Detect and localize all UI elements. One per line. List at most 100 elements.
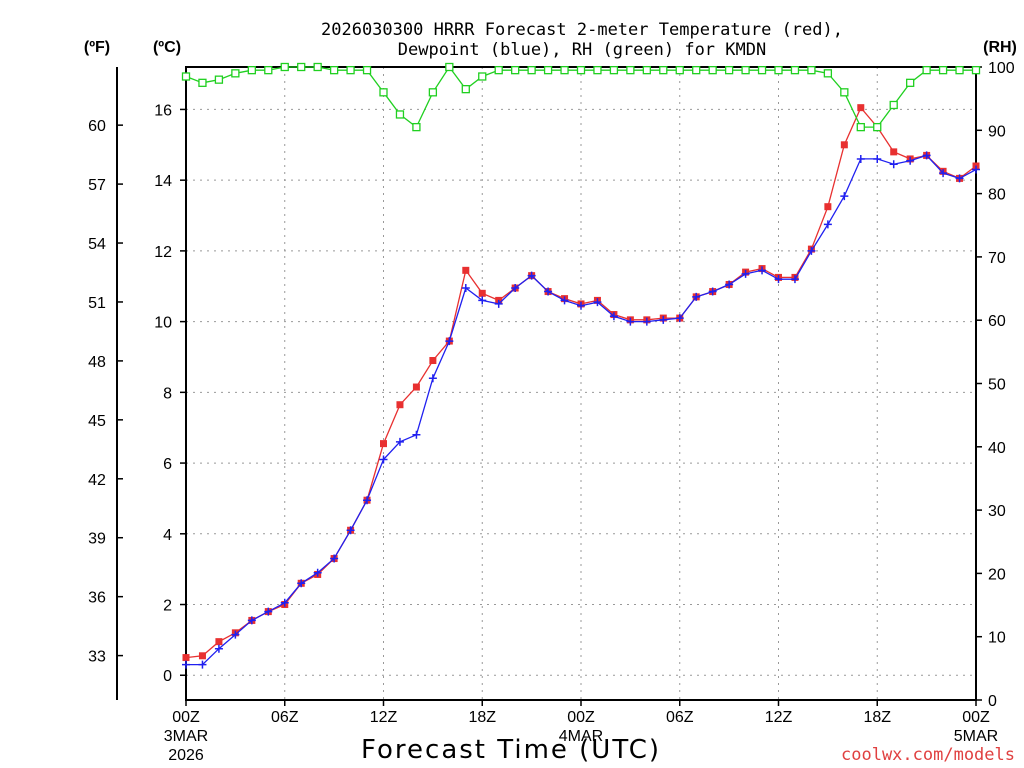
y-tick-label-rh: 90 xyxy=(988,123,1006,140)
point-temperature xyxy=(412,383,420,391)
x-tick-label: 12Z xyxy=(370,709,398,726)
point-dewpoint xyxy=(461,284,470,293)
point-dewpoint xyxy=(363,496,372,505)
y-tick-label-fahrenheit: 57 xyxy=(88,177,106,194)
y-tick-label-fahrenheit: 39 xyxy=(88,531,106,548)
point-dewpoint xyxy=(247,616,256,625)
x-tick-label: 00Z xyxy=(172,709,200,726)
point-rh xyxy=(807,66,816,75)
point-dewpoint xyxy=(395,437,404,446)
y-tick-label-rh: 20 xyxy=(988,566,1006,583)
y-tick-label-celsius: 12 xyxy=(154,244,172,261)
y-tick-label-fahrenheit: 45 xyxy=(88,413,106,430)
unit-label-rh: (RH) xyxy=(983,39,1017,56)
y-axis-ticks: 0 2 4 6 8 10 12 14 16 33 36 39 42 45 48 51 54 57 60 0 10 20 30… xyxy=(88,60,1015,710)
x-axis-label: Forecast Time (UTC) xyxy=(361,735,661,765)
point-rh xyxy=(971,66,981,75)
data-series xyxy=(181,62,981,669)
point-rh xyxy=(428,88,438,97)
y-tick-label-celsius: 4 xyxy=(163,527,172,544)
point-dewpoint xyxy=(609,312,618,321)
point-temperature xyxy=(478,289,486,297)
point-dewpoint xyxy=(264,607,273,616)
point-dewpoint xyxy=(675,314,684,323)
point-rh xyxy=(297,62,306,72)
grid-lines xyxy=(186,67,976,700)
unit-label-celsius: (ºC) xyxy=(153,39,181,56)
y-tick-label-celsius: 8 xyxy=(163,385,172,402)
x-date-label: 3MAR xyxy=(164,728,208,745)
point-rh xyxy=(906,78,915,87)
y-tick-label-fahrenheit: 36 xyxy=(88,590,106,607)
y-tick-label-rh: 50 xyxy=(988,377,1006,394)
point-rh xyxy=(543,66,553,75)
point-rh xyxy=(231,69,240,78)
series-line-rh xyxy=(185,65,976,129)
point-rh xyxy=(955,66,964,75)
point-dewpoint xyxy=(445,337,454,346)
y-tick-label-rh: 30 xyxy=(988,503,1006,520)
point-dewpoint xyxy=(280,598,289,607)
point-rh xyxy=(280,62,289,72)
unit-label-fahrenheit: (ºF) xyxy=(84,39,110,56)
chart-title-line1: 2026030300 HRRR Forecast 2-meter Tempera… xyxy=(321,20,843,40)
y-tick-label-rh: 0 xyxy=(988,693,997,710)
point-dewpoint xyxy=(725,280,734,289)
point-rh xyxy=(724,66,734,75)
y-tick-label-rh: 80 xyxy=(988,187,1006,204)
point-rh xyxy=(840,88,849,97)
credit-text: coolwx.com/models xyxy=(841,745,1015,765)
point-rh xyxy=(757,66,767,75)
y-tick-label-rh: 10 xyxy=(988,630,1006,647)
x-year-label: 2026 xyxy=(168,747,204,764)
point-rh xyxy=(609,66,619,75)
y-tick-label-fahrenheit: 60 xyxy=(88,118,106,135)
point-temperature xyxy=(182,654,190,662)
point-rh xyxy=(445,62,454,72)
point-rh xyxy=(247,66,256,75)
point-rh xyxy=(379,88,388,97)
point-rh xyxy=(675,66,684,75)
point-rh xyxy=(938,66,948,75)
series-rh xyxy=(181,62,981,132)
point-dewpoint xyxy=(182,660,190,669)
point-rh xyxy=(560,66,569,75)
point-rh xyxy=(692,66,701,75)
point-dewpoint xyxy=(527,271,536,280)
point-dewpoint xyxy=(297,579,306,588)
point-dewpoint xyxy=(972,165,980,174)
y-tick-label-fahrenheit: 54 xyxy=(88,236,106,253)
x-date-label: 5MAR xyxy=(954,728,998,745)
x-tick-label: 18Z xyxy=(468,709,496,726)
y-tick-label-celsius: 14 xyxy=(154,173,172,190)
chart-title-line2: Dewpoint (blue), RH (green) for KMDN xyxy=(398,40,766,60)
x-tick-label: 06Z xyxy=(666,709,694,726)
point-dewpoint xyxy=(790,275,799,284)
point-dewpoint xyxy=(214,644,223,653)
point-temperature xyxy=(198,652,206,660)
point-rh xyxy=(922,66,931,75)
point-rh xyxy=(346,66,355,75)
point-rh xyxy=(264,66,273,75)
x-tick-label: 06Z xyxy=(271,709,299,726)
x-tick-label: 12Z xyxy=(765,709,793,726)
point-dewpoint xyxy=(560,296,569,305)
point-dewpoint xyxy=(346,526,355,535)
y-tick-label-fahrenheit: 51 xyxy=(88,295,106,312)
x-tick-label: 00Z xyxy=(567,709,595,726)
point-dewpoint xyxy=(741,269,750,278)
point-dewpoint xyxy=(939,169,948,178)
point-rh xyxy=(461,85,470,94)
point-dewpoint xyxy=(906,156,915,165)
point-dewpoint xyxy=(231,630,240,639)
point-temperature xyxy=(396,401,404,409)
y-tick-label-celsius: 0 xyxy=(163,668,172,685)
point-temperature xyxy=(462,266,470,274)
point-rh xyxy=(823,69,833,78)
point-dewpoint xyxy=(758,266,767,275)
point-dewpoint xyxy=(889,160,898,169)
point-dewpoint xyxy=(379,455,388,464)
point-dewpoint xyxy=(428,374,437,383)
point-dewpoint xyxy=(511,284,520,293)
